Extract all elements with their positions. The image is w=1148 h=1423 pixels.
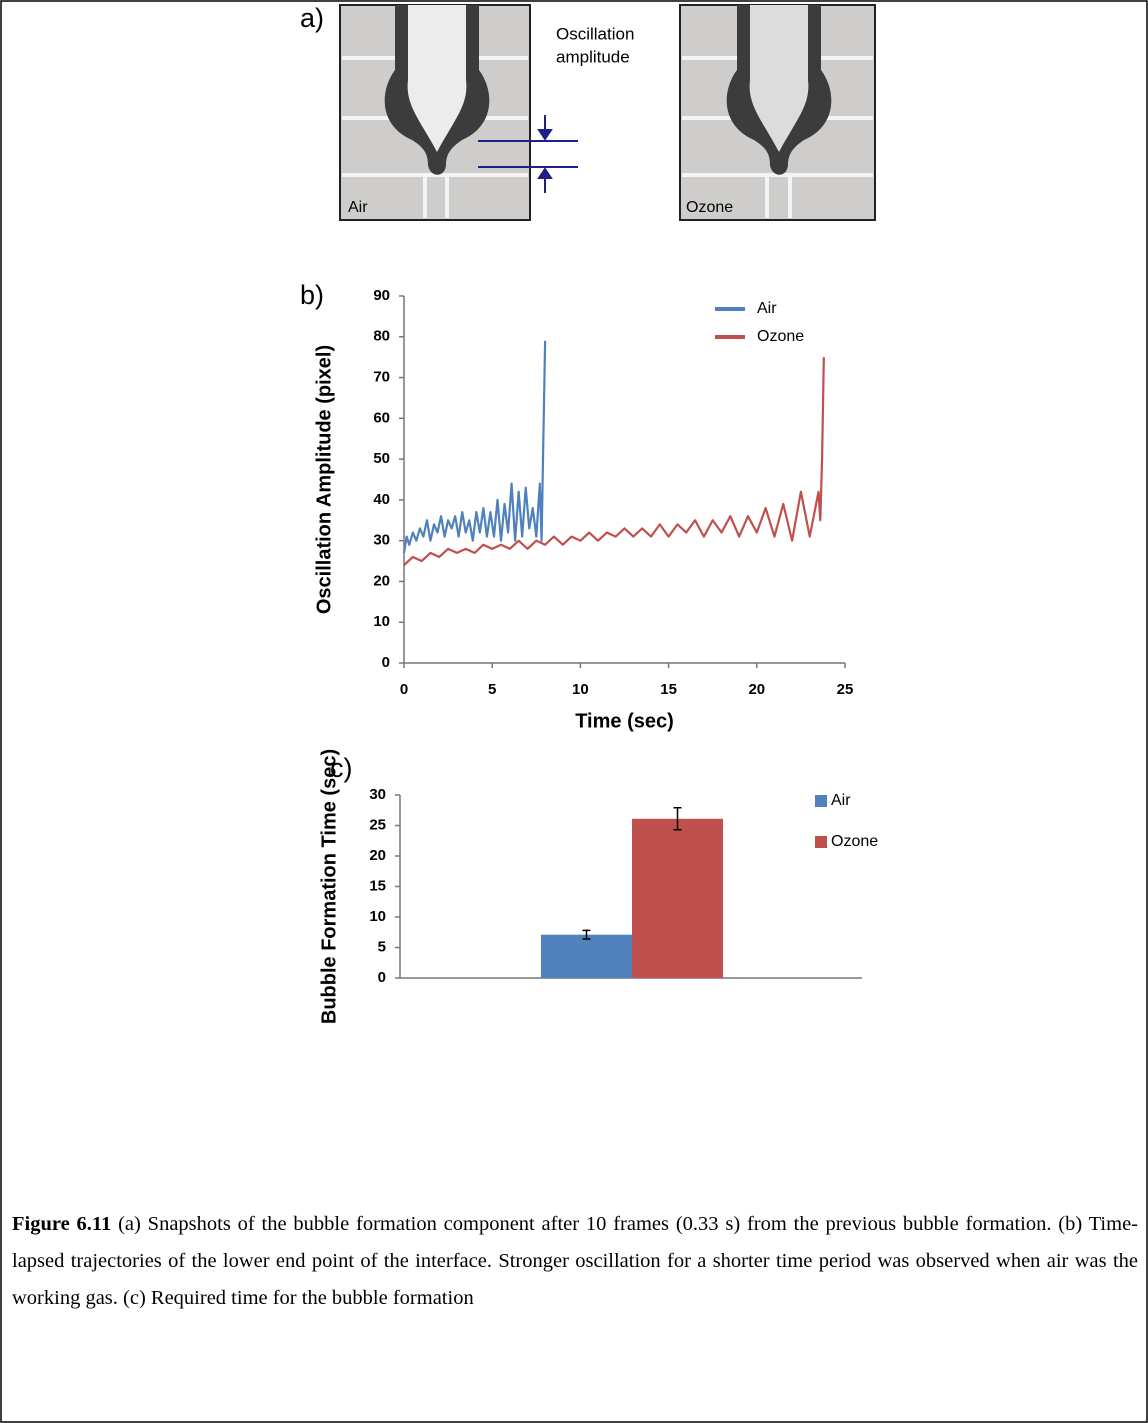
snapshot [339, 4, 531, 221]
y-tick-label: 40 [373, 491, 390, 508]
series-line [402, 340, 547, 554]
x-tick-label: 25 [837, 681, 854, 698]
annotation: Oscillation [556, 24, 634, 43]
legend-swatch [815, 836, 827, 848]
x-tick-label: 5 [488, 681, 496, 698]
y-tick-label: 70 [373, 369, 390, 386]
caption-label: Figure 6.11 [12, 1213, 112, 1235]
y-tick-label: 0 [382, 654, 390, 671]
snapshot-label: Ozone [686, 199, 733, 216]
legend-label: Air [831, 792, 851, 809]
y-tick-label: 90 [373, 287, 390, 304]
y-tick-label: 60 [373, 409, 390, 426]
legend-label: Ozone [831, 833, 878, 850]
y-tick-label: 10 [369, 908, 386, 925]
y-axis-title: Oscillation Amplitude (pixel) [313, 345, 335, 614]
y-tick-label: 20 [369, 847, 386, 864]
legend-swatch [815, 795, 827, 807]
amplitude-marker [478, 115, 578, 193]
y-tick-label: 30 [373, 532, 390, 549]
y-tick-label: 25 [369, 816, 386, 833]
series-line [403, 357, 825, 566]
y-tick-label: 30 [369, 786, 386, 803]
snapshot-label: Air [348, 199, 368, 216]
y-tick-label: 5 [378, 938, 386, 955]
bar [632, 818, 724, 978]
x-tick-label: 20 [748, 681, 765, 698]
error-bar [582, 929, 591, 940]
snapshot [679, 4, 876, 221]
y-axis-title: Bubble Formation Time (sec) [318, 749, 340, 1024]
y-tick-label: 10 [373, 613, 390, 630]
legend-label: Air [757, 300, 777, 317]
panel-label: c) [330, 753, 353, 783]
y-tick-label: 15 [369, 877, 386, 894]
y-tick-label: 80 [373, 328, 390, 345]
annotation: amplitude [556, 47, 630, 66]
y-tick-label: 0 [378, 969, 386, 986]
x-tick-label: 15 [660, 681, 677, 698]
legend-label: Ozone [757, 328, 804, 345]
x-tick-label: 10 [572, 681, 589, 698]
caption-text: (a) Snapshots of the bubble formation co… [12, 1213, 1139, 1309]
panel-label: a) [300, 3, 324, 33]
caption: Figure 6.11 (a) Snapshots of the bubble … [12, 1206, 1138, 1317]
x-tick-label: 0 [400, 681, 408, 698]
error-bar [673, 807, 682, 831]
y-tick-label: 50 [373, 450, 390, 467]
bar [540, 934, 632, 978]
x-axis-title: Time (sec) [575, 710, 674, 732]
y-tick-label: 20 [373, 572, 390, 589]
panel-label: b) [300, 280, 324, 310]
